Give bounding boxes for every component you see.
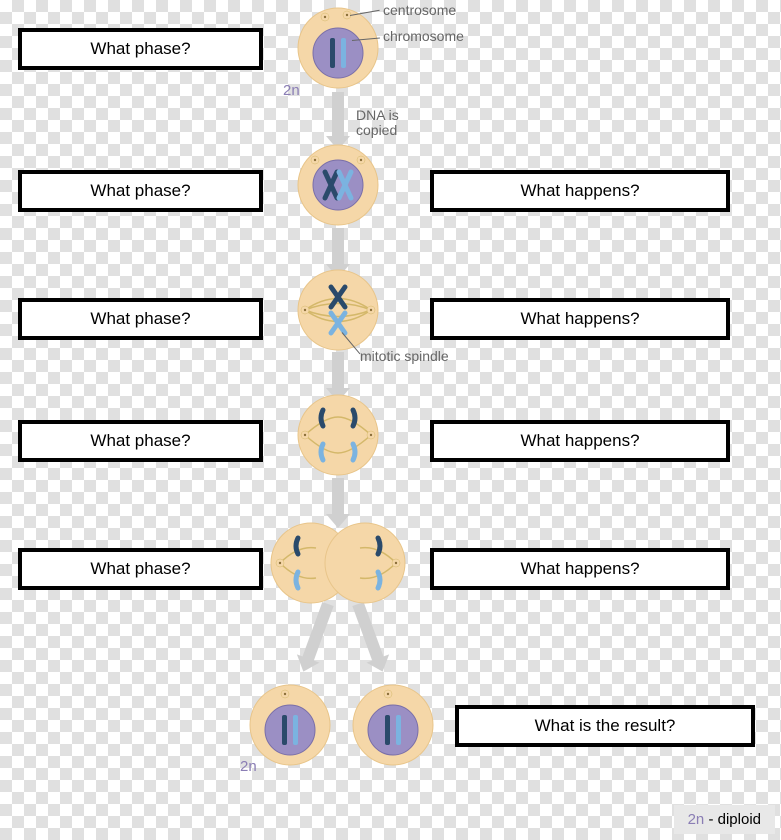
happens1-box[interactable]: What happens? xyxy=(430,170,730,212)
happens3-text: What happens? xyxy=(520,431,639,451)
cell-telophase xyxy=(268,520,408,606)
phase3-box[interactable]: What phase? xyxy=(18,298,263,340)
cell-interphase xyxy=(295,5,381,91)
cell-result-left xyxy=(247,682,333,768)
happens2-text: What happens? xyxy=(520,309,639,329)
arrow-1 xyxy=(332,92,344,140)
diagram-container: What phase? What phase? What phase? What… xyxy=(0,0,781,840)
happens1-text: What happens? xyxy=(520,181,639,201)
label-chromosome: chromosome xyxy=(383,28,464,44)
phase1-text: What phase? xyxy=(90,39,190,59)
phase3-text: What phase? xyxy=(90,309,190,329)
label-centrosome: centrosome xyxy=(383,2,456,18)
label-2n-bottom: 2n xyxy=(240,758,257,775)
cell-result-right xyxy=(350,682,436,768)
arrow-5-left xyxy=(301,602,333,664)
phase2-box[interactable]: What phase? xyxy=(18,170,263,212)
legend-2n: 2n xyxy=(688,811,705,828)
legend: 2n - diploid xyxy=(674,805,775,834)
label-2n-top: 2n xyxy=(283,82,300,99)
label-mitotic-spindle: mitotic spindle xyxy=(360,348,449,364)
result-text: What is the result? xyxy=(535,716,676,736)
phase4-box[interactable]: What phase? xyxy=(18,420,263,462)
arrow-5-right xyxy=(352,602,384,664)
arrow-3 xyxy=(332,352,344,392)
phase4-text: What phase? xyxy=(90,431,190,451)
happens4-text: What happens? xyxy=(520,559,639,579)
phase1-box[interactable]: What phase? xyxy=(18,28,263,70)
cell-anaphase xyxy=(295,392,381,478)
cell-metaphase xyxy=(295,267,381,353)
phase5-box[interactable]: What phase? xyxy=(18,548,263,590)
label-dna-copied: DNA is copied xyxy=(356,108,399,139)
happens2-box[interactable]: What happens? xyxy=(430,298,730,340)
happens3-box[interactable]: What happens? xyxy=(430,420,730,462)
phase2-text: What phase? xyxy=(90,181,190,201)
legend-diploid: diploid xyxy=(718,811,761,828)
arrow-4 xyxy=(332,478,344,518)
arrow-2 xyxy=(332,228,344,268)
happens4-box[interactable]: What happens? xyxy=(430,548,730,590)
result-box[interactable]: What is the result? xyxy=(455,705,755,747)
phase5-text: What phase? xyxy=(90,559,190,579)
legend-dash: - xyxy=(704,811,717,828)
cell-prophase xyxy=(295,142,381,228)
